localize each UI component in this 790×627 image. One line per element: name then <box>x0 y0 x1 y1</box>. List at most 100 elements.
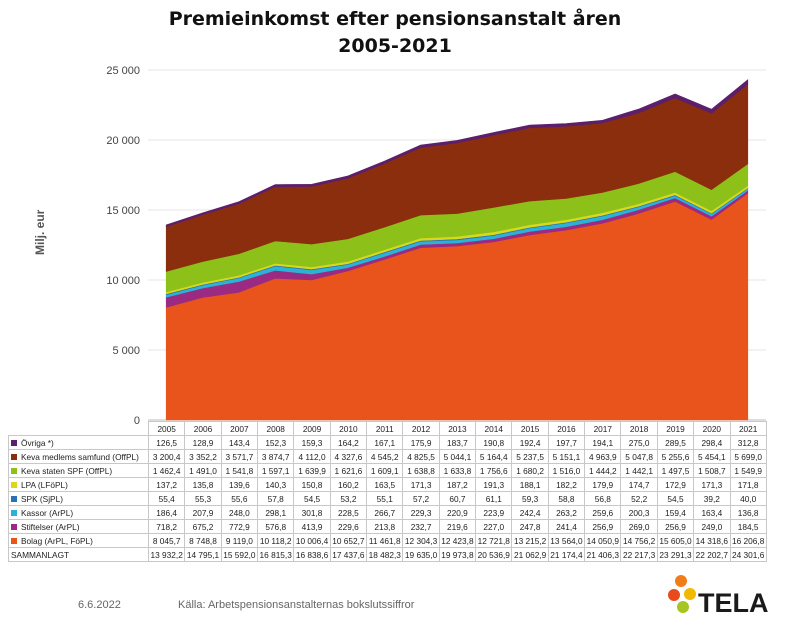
data-label: 213,8 <box>366 519 404 534</box>
data-label: 55,4 <box>147 491 186 506</box>
legend-swatch <box>11 524 17 531</box>
legend-swatch <box>11 538 17 545</box>
y-tick-label: 5 000 <box>112 345 140 357</box>
data-label: 10 006,4 <box>293 533 331 548</box>
data-label: 247,8 <box>511 519 549 534</box>
total-value: 21 062,9 <box>511 547 549 562</box>
legend-label: LPA (LFöPL) <box>21 479 68 490</box>
legend-entry: SPK (SjPL) <box>8 491 149 506</box>
data-label: 143,4 <box>220 435 259 450</box>
x-tick-label: 2019 <box>656 421 695 436</box>
total-value: 17 437,6 <box>329 547 368 562</box>
data-label: 1 609,1 <box>366 463 404 478</box>
data-label: 183,7 <box>438 435 477 450</box>
data-label: 1 639,9 <box>293 463 331 478</box>
data-label: 60,7 <box>438 491 477 506</box>
data-label: 54,5 <box>656 491 695 506</box>
legend-entry: Keva medlems samfund (OffPL) <box>8 449 149 464</box>
data-label: 171,8 <box>729 477 767 492</box>
table-corner <box>8 421 149 436</box>
data-label: 1 756,6 <box>475 463 513 478</box>
footer-date: 6.6.2022 <box>78 599 121 611</box>
data-label: 223,9 <box>475 505 513 520</box>
data-label: 164,2 <box>329 435 368 450</box>
data-label: 229,6 <box>329 519 368 534</box>
tela-logo: TELA <box>668 575 769 618</box>
y-tick-label: 25 000 <box>106 65 140 77</box>
x-tick-label: 2008 <box>257 421 295 436</box>
y-tick-label: 10 000 <box>106 275 140 287</box>
legend-label: Keva staten SPF (OffPL) <box>21 465 113 476</box>
data-label: 128,9 <box>184 435 222 450</box>
data-label: 187,2 <box>438 477 477 492</box>
total-value: 16 838,6 <box>293 547 331 562</box>
data-label: 61,1 <box>475 491 513 506</box>
data-label: 413,9 <box>293 519 331 534</box>
data-label: 167,1 <box>366 435 404 450</box>
data-label: 5 151,1 <box>547 449 586 464</box>
logo-dot-yellow <box>684 588 696 600</box>
data-label: 5 047,8 <box>620 449 658 464</box>
legend-swatch <box>11 510 17 517</box>
chart-title-line-2: 2005-2021 <box>338 35 452 57</box>
x-tick-label: 2017 <box>584 421 622 436</box>
x-tick-label: 2021 <box>729 421 767 436</box>
data-label: 772,9 <box>220 519 259 534</box>
data-label: 227,0 <box>475 519 513 534</box>
x-tick-label: 2013 <box>438 421 477 436</box>
data-label: 301,8 <box>293 505 331 520</box>
data-label: 1 549,9 <box>729 463 767 478</box>
table-row: Övriga *) 126,5 128,9 143,4 152,3 159,3 164,2 1… <box>8 435 767 450</box>
data-label: 12 423,8 <box>438 533 477 548</box>
data-label: 160,2 <box>329 477 368 492</box>
data-label: 182,2 <box>547 477 586 492</box>
data-label: 1 621,6 <box>329 463 368 478</box>
chart-title-line-1: Premieinkomst efter pensionsanstalt åren <box>168 8 622 30</box>
data-label: 54,5 <box>293 491 331 506</box>
data-label: 5 237,5 <box>511 449 549 464</box>
legend-label: Övriga *) <box>21 437 54 448</box>
x-tick-label: 2018 <box>620 421 658 436</box>
data-label: 10 652,7 <box>329 533 368 548</box>
x-tick-label: 2010 <box>329 421 368 436</box>
data-label: 718,2 <box>147 519 186 534</box>
legend-label: Stiftelser (ArPL) <box>21 521 80 532</box>
data-label: 3 571,7 <box>220 449 259 464</box>
data-label: 5 044,1 <box>438 449 477 464</box>
data-label: 1 541,8 <box>220 463 259 478</box>
data-label: 137,2 <box>147 477 186 492</box>
data-label: 312,8 <box>729 435 767 450</box>
data-label: 56,8 <box>584 491 622 506</box>
legend-label: SPK (SjPL) <box>21 493 63 504</box>
data-label: 126,5 <box>147 435 186 450</box>
x-tick-label: 2009 <box>293 421 331 436</box>
data-label: 4 545,2 <box>366 449 404 464</box>
table-header-row: 2005 2006 2007 2008 2009 2010 2011 2012 2013 2014… <box>8 421 767 436</box>
legend-label: Keva medlems samfund (OffPL) <box>21 451 139 462</box>
table-row: LPA (LFöPL) 137,2 135,8 139,6 140,3 150,8 160,… <box>8 477 767 492</box>
data-label: 1 497,5 <box>656 463 695 478</box>
legend-entry: Bolag (ArPL, FöPL) <box>8 533 149 548</box>
data-label: 1 444,2 <box>584 463 622 478</box>
data-label: 228,5 <box>329 505 368 520</box>
data-label: 1 491,0 <box>184 463 222 478</box>
logo-dot-orange <box>675 575 687 587</box>
total-value: 15 592,0 <box>220 547 259 562</box>
data-label: 136,8 <box>729 505 767 520</box>
data-label: 57,2 <box>402 491 440 506</box>
table-row: Bolag (ArPL, FöPL) 8 045,7 8 748,8 9 119,0 1… <box>8 533 767 548</box>
data-label: 14 756,2 <box>620 533 658 548</box>
data-label: 5 164,4 <box>475 449 513 464</box>
logo-text: TELA <box>698 588 769 618</box>
table-row: Keva medlems samfund (OffPL) 3 200,4 3 352… <box>8 449 767 464</box>
data-label: 55,6 <box>220 491 259 506</box>
legend-label: Bolag (ArPL, FöPL) <box>21 535 93 546</box>
data-label: 152,3 <box>257 435 295 450</box>
data-label: 675,2 <box>184 519 222 534</box>
data-label: 16 206,8 <box>729 533 767 548</box>
data-label: 57,8 <box>257 491 295 506</box>
data-label: 1 680,2 <box>511 463 549 478</box>
data-label: 186,4 <box>147 505 186 520</box>
total-value: 22 217,3 <box>620 547 658 562</box>
data-label: 207,9 <box>184 505 222 520</box>
